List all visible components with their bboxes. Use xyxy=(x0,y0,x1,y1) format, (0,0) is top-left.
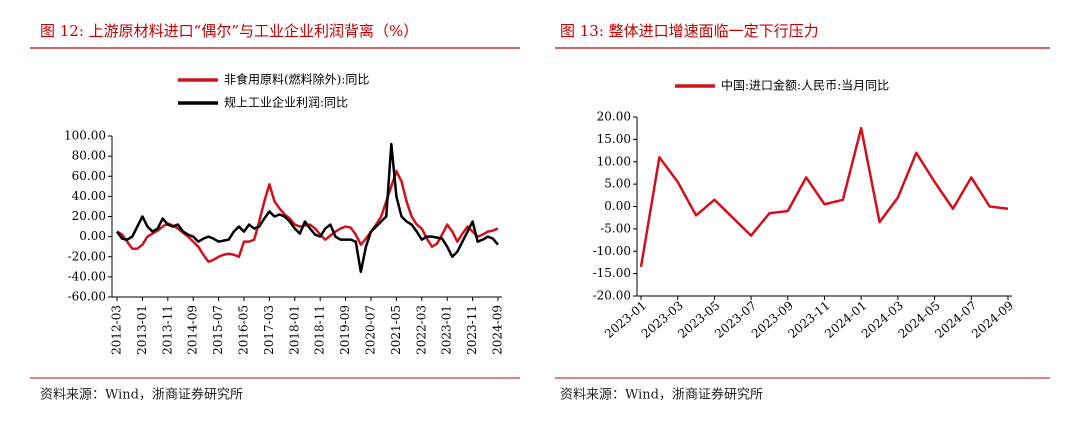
y-tick-label: 20.00 xyxy=(597,110,631,124)
x-tick-label: 2022-03 xyxy=(414,305,428,355)
x-tick-label: 2021-05 xyxy=(389,305,403,355)
x-tick-label: 2017-03 xyxy=(262,305,276,355)
chart-title: 图 13: 整体进口增速面临一定下行压力 xyxy=(560,22,819,40)
y-tick-label: -60.00 xyxy=(68,290,106,304)
y-tick-label: 20.00 xyxy=(72,209,106,223)
x-tick-label: 2013-11 xyxy=(160,305,174,355)
series-line xyxy=(639,126,1009,268)
x-tick-label: 2016-05 xyxy=(237,305,251,355)
legend-label: 非食用原料(燃料除外):同比 xyxy=(224,72,369,87)
y-tick-label: 15.00 xyxy=(597,132,631,146)
x-tick-label: 2023-11 xyxy=(465,305,479,355)
x-tick-label: 2013-01 xyxy=(135,305,149,355)
y-tick-label: -15.00 xyxy=(593,266,631,280)
series-line xyxy=(116,169,499,264)
y-tick-label: -10.00 xyxy=(593,244,631,258)
source: 资料来源：Wind，浙商证券研究所 xyxy=(560,387,763,403)
x-tick-label: 2018-01 xyxy=(287,305,301,355)
x-tick-label: 2024-09 xyxy=(969,298,1016,341)
x-tick-label: 2024-09 xyxy=(491,305,505,355)
x-tick-label: 2012-03 xyxy=(110,305,124,355)
legend-label: 中国:进口金额:人民币:当月同比 xyxy=(721,78,889,93)
x-tick-label: 2015-07 xyxy=(211,305,225,355)
x-tick-label: 2019-09 xyxy=(338,305,352,355)
y-tick-label: 10.00 xyxy=(597,154,631,168)
legend-label: 规上工业企业利润:同比 xyxy=(224,95,348,110)
source: 资料来源：Wind，浙商证券研究所 xyxy=(40,387,243,403)
y-tick-label: -20.00 xyxy=(593,289,631,303)
y-tick-label: 0.00 xyxy=(604,199,631,213)
y-tick-label: 0.00 xyxy=(79,229,106,243)
y-tick-label: 80.00 xyxy=(72,149,106,163)
y-tick-label: 5.00 xyxy=(604,177,631,191)
y-tick-label: 100.00 xyxy=(64,129,106,143)
y-tick-label: -20.00 xyxy=(68,249,106,263)
x-tick-label: 2014-09 xyxy=(186,305,200,355)
x-tick-label: 2023-01 xyxy=(440,305,454,355)
y-tick-label: 60.00 xyxy=(72,169,106,183)
series-line xyxy=(115,142,499,274)
y-tick-label: -5.00 xyxy=(600,221,631,235)
x-tick-label: 2020-07 xyxy=(364,305,378,355)
y-tick-label: 40.00 xyxy=(72,189,106,203)
y-tick-label: -40.00 xyxy=(68,269,106,283)
chart-title: 图 12: 上游原材料进口“偶尔”与工业企业利润背离（%） xyxy=(40,22,418,40)
x-tick-label: 2018-11 xyxy=(313,305,327,355)
